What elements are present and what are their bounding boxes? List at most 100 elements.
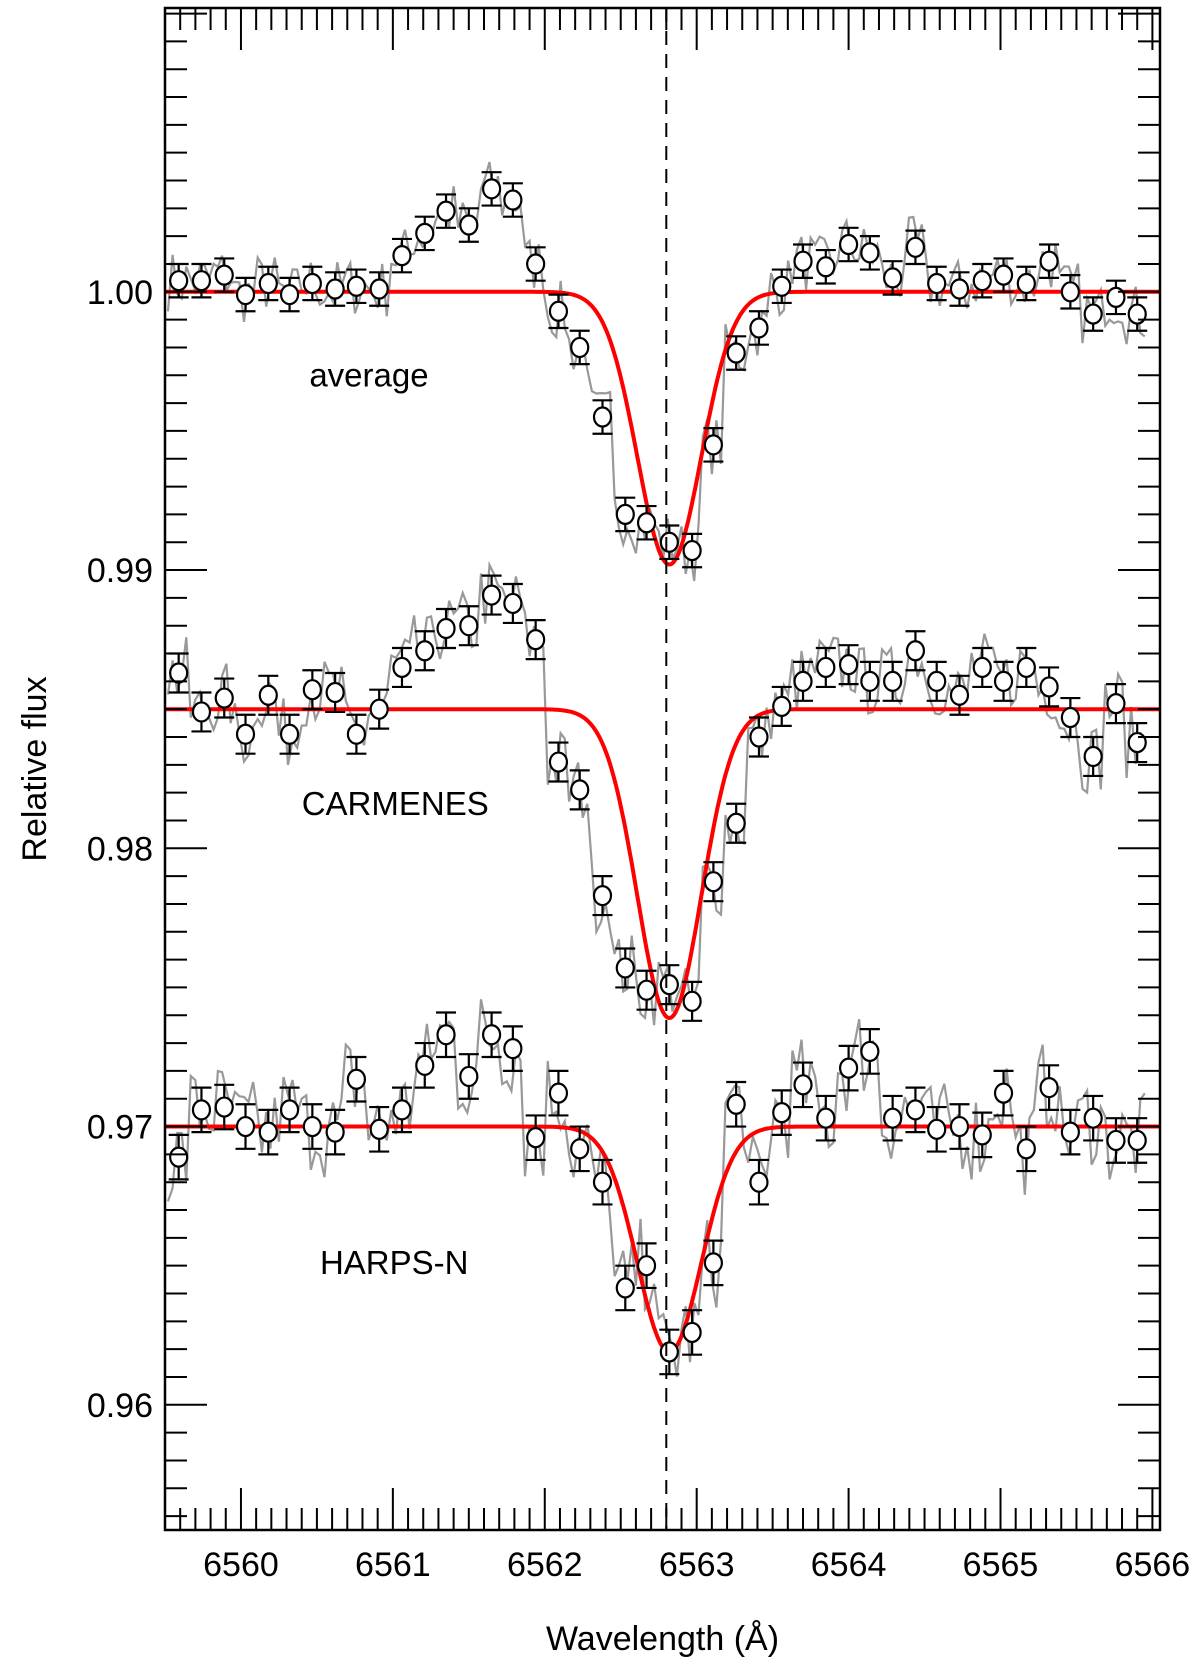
data-point [615,947,636,989]
point-marker [682,990,702,1012]
point-marker [1060,281,1080,303]
data-point [369,688,390,730]
data-point [569,1125,590,1173]
point-marker [503,592,523,615]
data-point [882,260,903,296]
data-point [682,532,703,569]
data-point [592,875,613,917]
point-marker [772,1102,792,1124]
point-marker [927,670,947,692]
point-marker [659,1341,679,1363]
point-marker [459,615,479,637]
data-point [1060,274,1081,310]
point-marker [459,1065,479,1088]
data-point [569,769,590,811]
point-marker [191,270,212,292]
point-marker [703,434,723,456]
point-marker [883,267,903,289]
data-point [682,980,703,1022]
point-marker [1127,731,1147,754]
data-point [481,1011,502,1059]
point-marker [726,342,746,364]
point-marker [703,871,723,893]
point-marker [548,300,569,322]
point-marker [235,283,256,306]
point-marker [927,1118,947,1140]
data-point [414,630,435,672]
point-marker [415,640,435,662]
point-marker [1016,656,1036,679]
point-marker [548,751,569,773]
point-marker [1127,303,1147,325]
x-tick-label: 6566 [1115,1546,1191,1584]
x-tick-label: 6562 [507,1546,583,1584]
data-point [325,271,346,307]
point-marker [816,656,836,679]
point-marker [793,1074,813,1096]
data-point [458,1053,479,1100]
data-point [548,293,569,330]
data-point [325,671,346,714]
point-marker [726,1093,746,1115]
data-point [859,235,880,271]
point-marker [838,1057,859,1079]
data-point [838,644,859,686]
data-point [926,1105,947,1153]
data-point [1016,265,1037,302]
point-marker [883,1107,903,1129]
point-marker [682,1321,702,1344]
data-point [771,685,792,727]
point-marker [972,1124,992,1146]
data-point [458,207,479,243]
data-point [972,1111,993,1159]
point-marker [1083,1107,1103,1129]
point-marker [503,1038,523,1060]
point-marker [1016,1138,1036,1160]
data-point [1039,666,1060,708]
point-marker [883,670,903,692]
point-marker [346,723,367,745]
data-point [168,652,189,694]
data-point [502,182,523,218]
data-point [436,1011,457,1059]
model-line-carmenes [165,707,1160,1021]
data-point [771,1089,792,1136]
data-point [258,1108,279,1156]
data-point [882,1094,903,1142]
data-point [949,1103,970,1150]
point-marker [503,189,523,211]
point-marker [682,539,702,562]
series-label: CARMENES [302,785,489,822]
point-marker [636,979,657,1001]
data-point [972,262,993,299]
point-marker [972,270,992,292]
series-labels: average CARMENES HARPS-N [302,356,489,1281]
data-point [1060,1108,1081,1156]
point-marker [949,278,970,300]
point-marker [1083,303,1103,325]
y-axis-title: Relative flux [16,676,54,861]
data-point [636,969,657,1011]
data-point [659,524,680,561]
data-point [191,1086,212,1134]
data-point [972,646,993,689]
point-marker [860,1040,880,1063]
data-point [502,582,523,625]
data-point [191,691,212,733]
point-marker [325,278,345,300]
point-marker [346,1068,367,1090]
data-point [1039,243,1060,279]
data-point [859,1028,880,1075]
point-marker [703,1252,723,1274]
point-marker [793,670,813,692]
point-marker [570,779,590,801]
y-tick-label: 0.96 [87,1387,153,1425]
data-point [436,193,457,229]
point-marker [993,670,1014,692]
y-tick-label: 0.98 [87,830,153,868]
data-point [993,1069,1014,1117]
data-point [949,674,970,716]
data-point [838,226,859,263]
point-marker [570,336,590,359]
